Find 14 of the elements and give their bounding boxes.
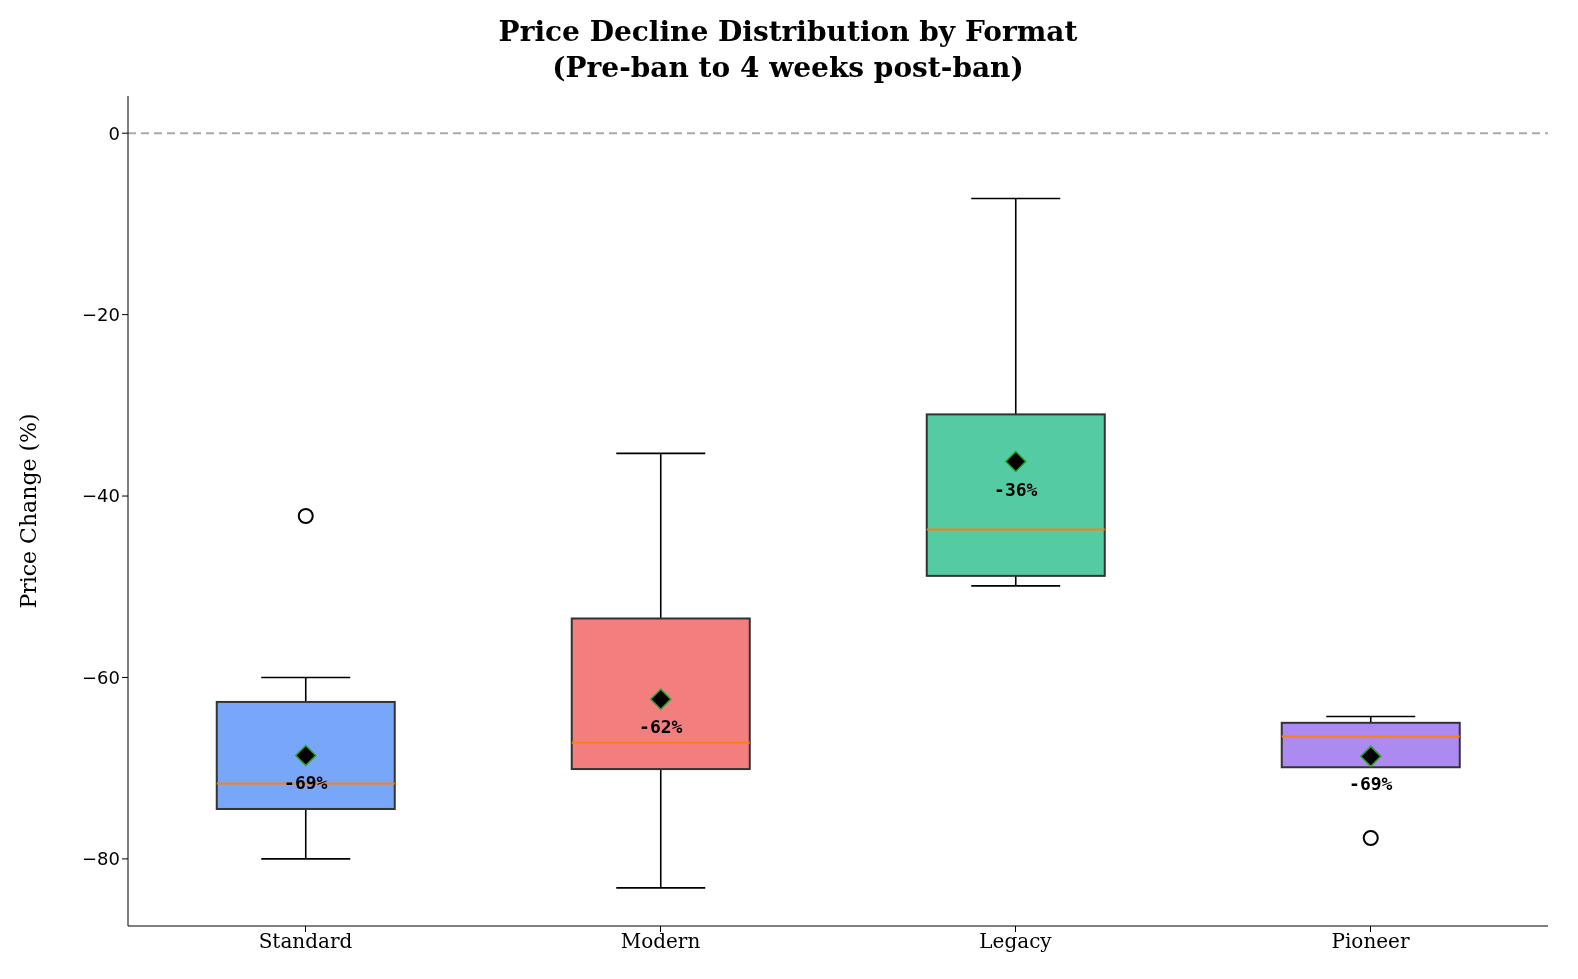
x-tick-label: Legacy (979, 929, 1053, 954)
y-tick-label: −40 (82, 485, 120, 507)
chart-title: Price Decline Distribution by Format (Pre-ban to 4 weeks post-ban) (497, 14, 1079, 86)
annotation: -36% (994, 478, 1038, 500)
x-tick-label: Modern (620, 929, 701, 954)
y-tick-label: 0 (108, 122, 120, 144)
x-tick-label: Standard (258, 929, 353, 954)
y-tick-label: −80 (82, 848, 120, 870)
y-axis-title: Price Change (%) (15, 413, 41, 609)
annotation: -62% (639, 716, 683, 738)
y-tick-label: −60 (82, 666, 120, 688)
x-tick-label: Pioneer (1331, 929, 1410, 954)
annotation: -69% (1349, 773, 1393, 795)
y-tick-label: −20 (82, 304, 120, 325)
